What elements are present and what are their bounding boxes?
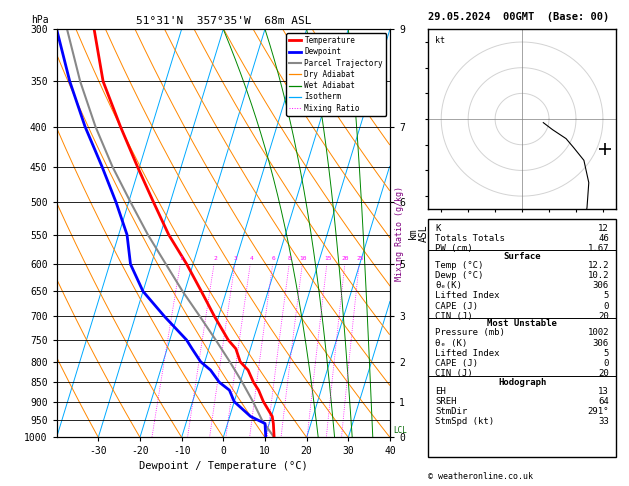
Text: θₑ (K): θₑ (K) bbox=[435, 339, 467, 347]
Text: 13: 13 bbox=[598, 387, 609, 396]
Text: CAPE (J): CAPE (J) bbox=[435, 302, 478, 311]
Text: 15: 15 bbox=[324, 256, 331, 261]
Text: 25: 25 bbox=[356, 256, 364, 261]
Text: 12: 12 bbox=[598, 224, 609, 233]
Text: 33: 33 bbox=[598, 417, 609, 426]
Text: 0: 0 bbox=[603, 302, 609, 311]
Text: 1.67: 1.67 bbox=[587, 244, 609, 253]
Text: PW (cm): PW (cm) bbox=[435, 244, 473, 253]
Text: 6: 6 bbox=[272, 256, 276, 261]
Text: © weatheronline.co.uk: © weatheronline.co.uk bbox=[428, 472, 533, 481]
Text: 1: 1 bbox=[179, 256, 183, 261]
Text: Temp (°C): Temp (°C) bbox=[435, 260, 484, 270]
Text: 20: 20 bbox=[342, 256, 349, 261]
Text: 0: 0 bbox=[603, 359, 609, 368]
Text: 10.2: 10.2 bbox=[587, 271, 609, 280]
Text: CAPE (J): CAPE (J) bbox=[435, 359, 478, 368]
X-axis label: Dewpoint / Temperature (°C): Dewpoint / Temperature (°C) bbox=[139, 461, 308, 470]
Text: hPa: hPa bbox=[31, 15, 49, 25]
Text: 291°: 291° bbox=[587, 407, 609, 416]
Text: K: K bbox=[435, 224, 441, 233]
Text: kt: kt bbox=[435, 36, 445, 45]
Text: Dewp (°C): Dewp (°C) bbox=[435, 271, 484, 280]
Text: 2: 2 bbox=[213, 256, 217, 261]
Y-axis label: km
ASL: km ASL bbox=[408, 225, 429, 242]
Text: LCL: LCL bbox=[393, 426, 407, 435]
Text: Surface: Surface bbox=[503, 252, 541, 260]
Text: 8: 8 bbox=[288, 256, 292, 261]
Legend: Temperature, Dewpoint, Parcel Trajectory, Dry Adiabat, Wet Adiabat, Isotherm, Mi: Temperature, Dewpoint, Parcel Trajectory… bbox=[286, 33, 386, 116]
Text: StmDir: StmDir bbox=[435, 407, 467, 416]
Text: Pressure (mb): Pressure (mb) bbox=[435, 328, 505, 337]
Text: Hodograph: Hodograph bbox=[498, 378, 546, 386]
Text: θₑ(K): θₑ(K) bbox=[435, 281, 462, 290]
Text: 46: 46 bbox=[598, 234, 609, 243]
Text: Totals Totals: Totals Totals bbox=[435, 234, 505, 243]
Text: 5: 5 bbox=[603, 349, 609, 358]
Text: 10: 10 bbox=[299, 256, 307, 261]
Text: Mixing Ratio (g/kg): Mixing Ratio (g/kg) bbox=[395, 186, 404, 281]
Text: 306: 306 bbox=[593, 281, 609, 290]
Text: SREH: SREH bbox=[435, 397, 457, 406]
Text: EH: EH bbox=[435, 387, 446, 396]
Text: 1002: 1002 bbox=[587, 328, 609, 337]
Text: StmSpd (kt): StmSpd (kt) bbox=[435, 417, 494, 426]
Text: 20: 20 bbox=[598, 312, 609, 321]
Text: 306: 306 bbox=[593, 339, 609, 347]
Text: 20: 20 bbox=[598, 369, 609, 378]
Text: 64: 64 bbox=[598, 397, 609, 406]
Text: 3: 3 bbox=[234, 256, 238, 261]
Text: CIN (J): CIN (J) bbox=[435, 312, 473, 321]
Title: 51°31'N  357°35'W  68m ASL: 51°31'N 357°35'W 68m ASL bbox=[135, 16, 311, 26]
Text: 5: 5 bbox=[603, 292, 609, 300]
Text: 4: 4 bbox=[249, 256, 253, 261]
Text: Lifted Index: Lifted Index bbox=[435, 349, 500, 358]
Text: 12.2: 12.2 bbox=[587, 260, 609, 270]
Text: CIN (J): CIN (J) bbox=[435, 369, 473, 378]
Point bbox=[560, 269, 571, 277]
Text: Lifted Index: Lifted Index bbox=[435, 292, 500, 300]
Text: Most Unstable: Most Unstable bbox=[487, 319, 557, 328]
Text: 29.05.2024  00GMT  (Base: 00): 29.05.2024 00GMT (Base: 00) bbox=[428, 12, 609, 22]
